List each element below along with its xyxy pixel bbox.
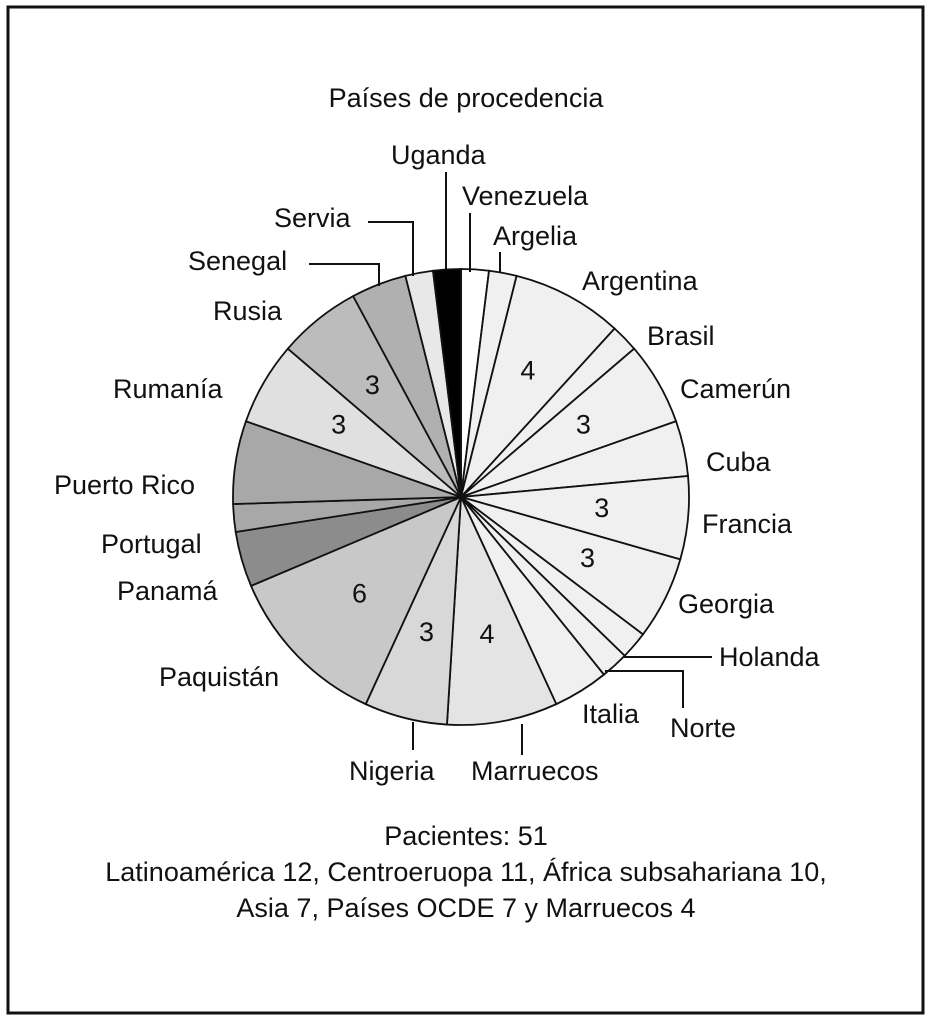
value-label: 6	[352, 579, 367, 609]
slice-label: Norte	[670, 713, 736, 743]
slice-label: Rusia	[213, 296, 283, 326]
slice-label: Cuba	[706, 447, 772, 477]
slice-label: Georgia	[678, 589, 775, 619]
value-label: 3	[576, 409, 591, 439]
chart-title: Países de procedencia	[329, 83, 605, 113]
slice-label: Italia	[582, 699, 640, 729]
value-label: 4	[520, 356, 535, 386]
leader-line	[605, 670, 684, 708]
slice-label: Servia	[274, 203, 352, 233]
note: Pacientes: 51	[384, 821, 548, 851]
slice-label: Argentina	[582, 266, 699, 296]
value-label: 3	[580, 543, 595, 573]
slice-label: Uganda	[391, 140, 487, 170]
pie-slice	[249, 495, 463, 706]
pie-slice	[446, 496, 558, 726]
slice-label: Marruecos	[471, 756, 599, 786]
slice-label: Francia	[702, 509, 793, 539]
value-label: 3	[594, 493, 609, 523]
slice-label: Venezuela	[462, 181, 589, 211]
pie-slice	[460, 274, 616, 498]
value-label: 3	[331, 409, 346, 439]
slice-label: Brasil	[647, 321, 715, 351]
slice-label: Camerún	[680, 374, 791, 404]
slice-label: Holanda	[719, 642, 821, 672]
slice-label: Paquistán	[159, 662, 279, 692]
slice-label: Portugal	[101, 529, 202, 559]
note: Asia 7, Países OCDE 7 y Marruecos 4	[236, 893, 695, 923]
leader-line	[368, 221, 414, 276]
slice-label: Senegal	[188, 246, 287, 276]
value-label: 4	[479, 619, 494, 649]
note: Latinoamérica 12, Centroeruopa 11, Áfric…	[105, 857, 826, 887]
slice-label: Nigeria	[349, 756, 436, 786]
value-label: 3	[365, 370, 380, 400]
slice-label: Argelia	[493, 221, 578, 251]
slice-label: Rumanía	[113, 374, 224, 404]
slice-label: Puerto Rico	[54, 470, 195, 500]
slice-label: Panamá	[117, 576, 219, 606]
leader-line	[309, 263, 380, 286]
value-label: 3	[419, 617, 434, 647]
